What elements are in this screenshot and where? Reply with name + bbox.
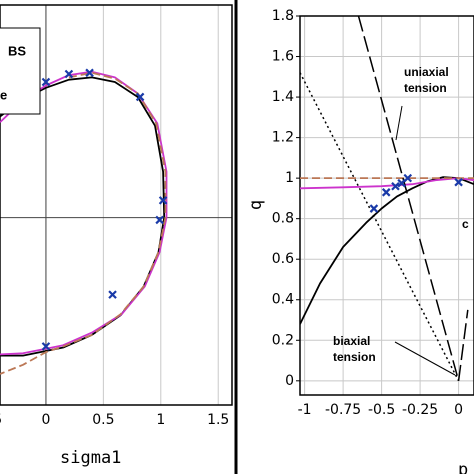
annotation-line: biaxial [333, 334, 370, 348]
chart: -0.5 0 0.5 1 1.5 sigma1 BS e [0, 4, 233, 468]
y-tick-label: 1 [285, 170, 294, 186]
annotation-line: uniaxial [404, 65, 449, 79]
marker [108, 290, 117, 299]
y-tick-label: 0.2 [272, 332, 294, 348]
x-axis-label: p [458, 460, 468, 474]
series-group [300, 16, 474, 382]
marker [135, 92, 145, 102]
marker [403, 173, 413, 183]
marker [41, 77, 51, 87]
y-tick-label: 1.6 [272, 49, 294, 65]
plot-frame [299, 15, 474, 396]
x-tick-label: -0.25 [402, 402, 438, 418]
x-tick-label: -0.5 [368, 402, 395, 418]
marker [41, 342, 51, 351]
y-tick-label: 1.2 [272, 130, 294, 146]
y-tick-label: 0.4 [272, 292, 294, 308]
x-tick-label: -0.5 [0, 412, 2, 428]
leader [394, 341, 456, 376]
y-tick-label: 0 [285, 373, 294, 389]
x-tick-label: 0 [454, 402, 463, 418]
marker [391, 181, 400, 191]
annotation: biaxial tension [333, 334, 376, 364]
y-axis-label: q [246, 200, 266, 210]
marker [64, 69, 74, 79]
leader [395, 105, 403, 141]
plot-frame [0, 4, 233, 406]
legend-box [0, 27, 41, 115]
curve [0, 71, 167, 375]
curve [457, 309, 469, 381]
y-tick-label: 1.4 [272, 89, 294, 105]
marker [369, 204, 379, 213]
annotation-line: tension [333, 350, 376, 364]
marker [381, 188, 391, 197]
marker [155, 215, 164, 225]
marker [454, 177, 463, 187]
chart: -1 -0.75 -0.5 -0.25 0 0 0.2 0.4 0.6 0.8 1 1.2 1.4 1.6… [246, 8, 474, 474]
curve [357, 16, 460, 381]
annotation: uniaxial tension [404, 65, 449, 95]
x-tick-label: 0 [41, 412, 50, 428]
curve [0, 76, 166, 357]
y-tick-label: 0.6 [272, 251, 294, 267]
x-tick-label: -1 [298, 402, 312, 418]
legend-label: BS [8, 43, 26, 58]
annotation-line: tension [404, 81, 447, 95]
y-tick-label: 0.8 [272, 211, 294, 227]
annotation: c [462, 217, 469, 231]
marker [158, 196, 168, 205]
x-tick-label: 1.5 [207, 412, 229, 428]
annotation-line: c [462, 217, 469, 231]
x-tick-label: 0.5 [92, 412, 114, 428]
legend-label: e [0, 87, 7, 102]
x-tick-label: 1 [156, 412, 165, 428]
x-tick-label: -0.75 [325, 402, 361, 418]
series-group [0, 68, 168, 375]
x-axis-label: sigma1 [60, 448, 121, 468]
y-tick-label: 1.8 [272, 8, 294, 24]
marker [85, 68, 94, 78]
